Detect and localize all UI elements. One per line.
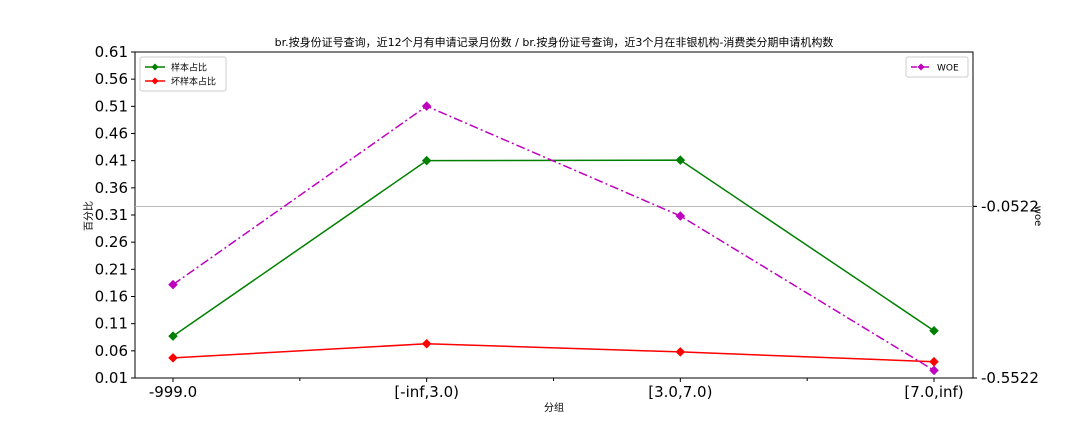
series-3-line: [172, 105, 935, 372]
series-3-point: [421, 101, 432, 111]
y-tick-label: 0.56: [95, 70, 128, 88]
series-2-line: [172, 343, 935, 363]
y-tick-label: 0.61: [95, 43, 128, 61]
series-layer: [168, 101, 939, 376]
x-tick-label: [7.0,inf): [904, 383, 963, 401]
series-2-point: [421, 339, 432, 349]
series-1-point: [675, 155, 686, 165]
x-tick-label: [-inf,3.0): [394, 383, 459, 401]
chart-title: br.按身份证号查询，近12个月有申请记录月份数 / br.按身份证号查询，近3…: [275, 35, 834, 49]
y2-axis-ticks: -0.5522 -0.0522: [973, 197, 1039, 387]
y-tick-label: 0.31: [95, 206, 128, 224]
legend-left-swatch-marker: [151, 77, 159, 85]
legend-left-frame: [139, 56, 227, 92]
x-tick-label: -999.0: [149, 383, 197, 401]
legend-left-label: 样本占比: [171, 62, 207, 74]
legend-right: WOE: [905, 56, 969, 78]
y-axis-label: 百分比: [83, 201, 95, 231]
y2-tick-label: -0.5522: [981, 369, 1039, 387]
series-1-point: [421, 155, 432, 166]
y-tick-label: 0.46: [95, 125, 128, 143]
y-tick-label: 0.16: [95, 288, 128, 306]
series-3-point: [675, 211, 686, 221]
series-3-point: [168, 279, 178, 290]
series-1-point: [929, 325, 939, 336]
y-tick-label: 0.41: [95, 152, 128, 170]
series-2-point: [168, 353, 178, 363]
x-axis-label: 分组: [544, 401, 564, 414]
legend-left-swatch-marker: [151, 63, 159, 71]
x-axis-ticks: -999.0 [-inf,3.0) [3.0,7.0) [7.0,inf): [149, 378, 964, 401]
series-3-point: [929, 365, 939, 376]
x-tick-label: [3.0,7.0): [648, 383, 712, 401]
legend-right-frame: [905, 56, 969, 78]
y-tick-label: 0.11: [95, 315, 128, 333]
legend-right-label: WOE: [937, 64, 959, 74]
y2-tick-label: -0.0522: [981, 197, 1039, 215]
series-2-point: [675, 347, 686, 357]
y-tick-label: 0.01: [95, 369, 128, 387]
y-axis-ticks: 0.01 0.06 0.11 0.16 0.21 0.26 0.31 0.36 0.41 0.46…: [95, 43, 135, 387]
y-tick-label: 0.26: [95, 233, 128, 251]
y-tick-label: 0.51: [95, 97, 128, 115]
y-tick-label: 0.36: [95, 179, 128, 197]
series-1-point: [168, 331, 178, 341]
y-tick-label: 0.21: [95, 260, 128, 278]
y-tick-label: 0.06: [95, 342, 128, 360]
legend-left-label: 坏样本占比: [171, 76, 216, 88]
legend-right-swatch-marker: [917, 63, 925, 71]
y2-axis-label: woe: [1032, 206, 1043, 226]
